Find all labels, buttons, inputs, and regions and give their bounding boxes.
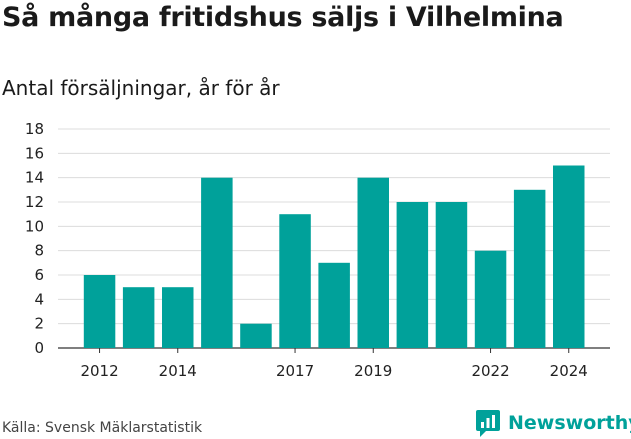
bar-2012 [83, 275, 116, 348]
x-tick-label: 2012 [80, 362, 118, 380]
bar-2024 [553, 165, 585, 348]
bar-2020 [396, 202, 429, 348]
y-axis-ticks: 0 2 4 6 8 10 12 14 16 18 [25, 120, 44, 357]
bar-2013 [122, 287, 155, 348]
chart-subtitle: Antal försäljningar, år för år [2, 76, 280, 100]
x-tick-label: 2024 [550, 362, 588, 380]
bar-2018 [318, 262, 350, 348]
y-tick-label: 6 [34, 266, 44, 284]
chart-title: Så många fritidshus säljs i Vilhelmina [2, 2, 564, 33]
bar-2019 [357, 177, 389, 348]
y-tick-label: 18 [25, 120, 44, 138]
bar-2014 [162, 287, 194, 348]
x-tick-label: 2019 [354, 362, 392, 380]
brand-name: Newsworthy [508, 412, 631, 434]
y-tick-label: 14 [25, 169, 44, 187]
bar-2023 [513, 189, 546, 348]
y-tick-label: 8 [34, 242, 44, 260]
y-tick-label: 10 [25, 217, 44, 235]
x-tick-label: 2017 [276, 362, 314, 380]
bars [83, 165, 585, 348]
y-tick-label: 4 [34, 290, 44, 308]
brand-logo: Newsworthy [476, 408, 631, 438]
y-tick-label: 0 [34, 339, 44, 357]
newsworthy-logo-icon [476, 409, 500, 437]
y-tick-label: 2 [34, 315, 44, 333]
y-tick-label: 12 [25, 193, 44, 211]
bar-2015 [201, 177, 233, 348]
source-note: Källa: Svensk Mäklarstatistik [2, 420, 203, 436]
x-tick-label: 2014 [159, 362, 197, 380]
x-tick-label: 2022 [471, 362, 509, 380]
bar-2017 [279, 214, 311, 348]
bar-2022 [474, 250, 507, 348]
bar-chart: 0 2 4 6 8 10 12 14 16 18 2012 2014 2017 2019 2022 2024 [25, 120, 610, 380]
x-axis-ticks: 2012 2014 2017 2019 2022 2024 [80, 348, 588, 380]
y-tick-label: 16 [25, 144, 44, 162]
bar-2016 [240, 323, 272, 348]
bar-2021 [435, 202, 468, 348]
